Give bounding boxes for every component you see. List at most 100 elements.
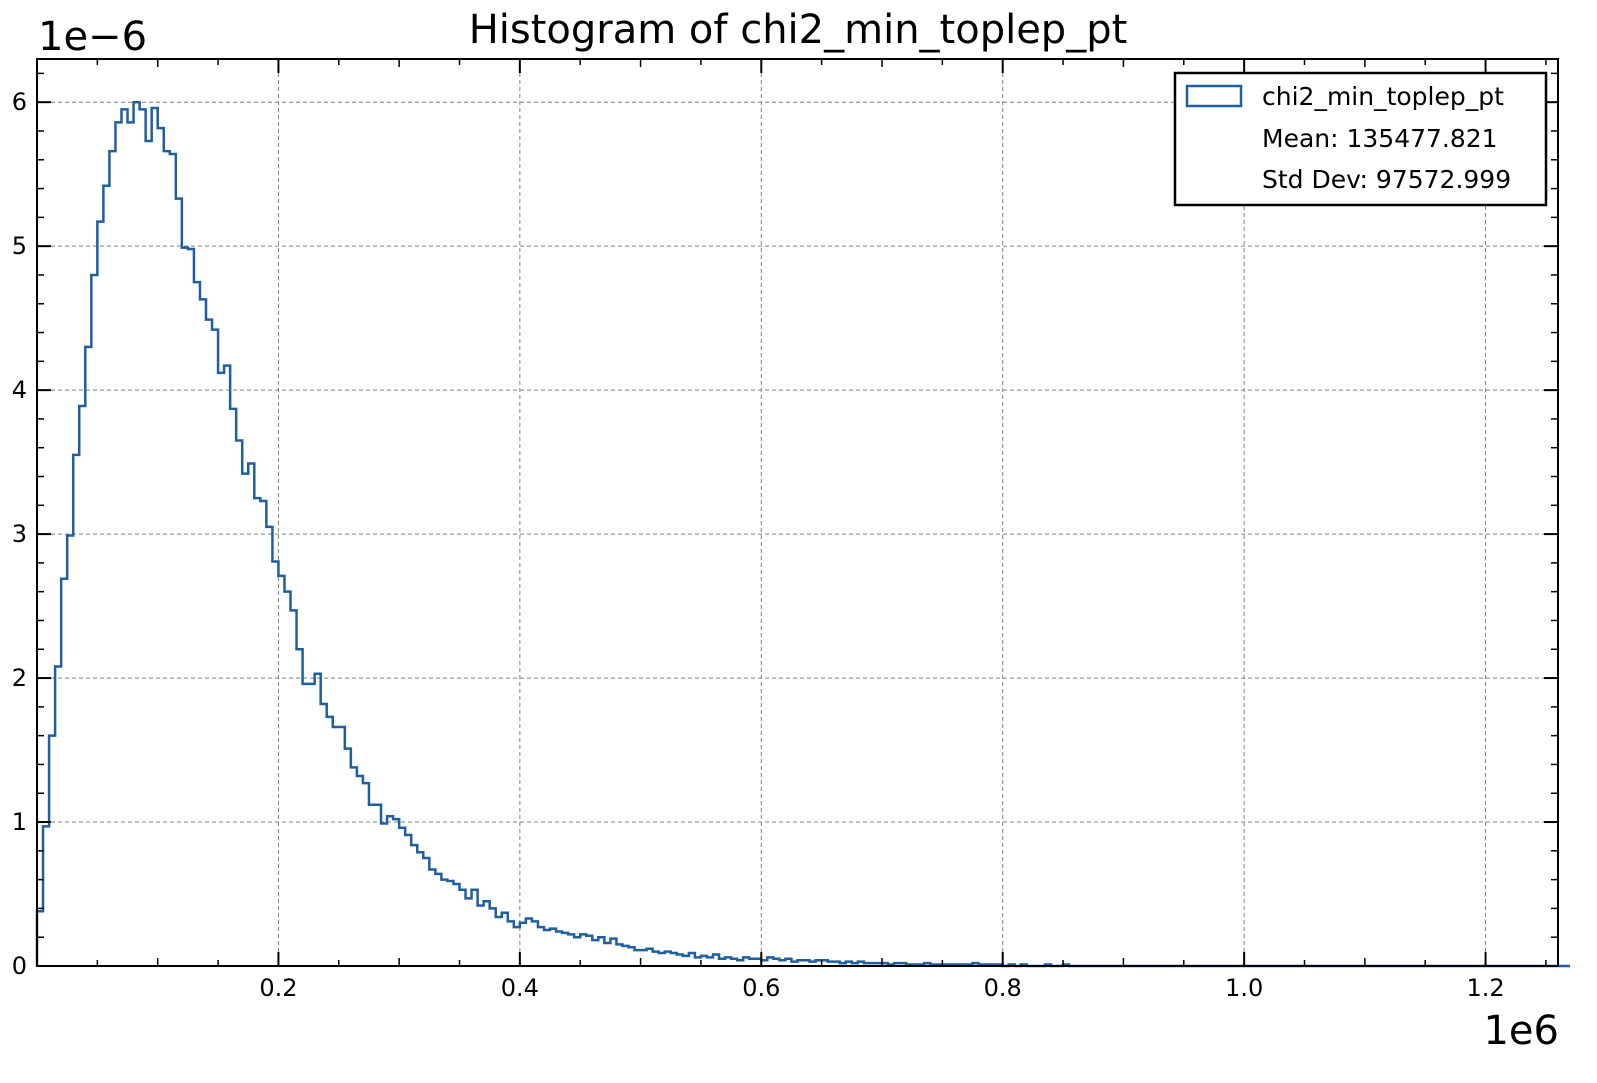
histogram-bin xyxy=(695,957,701,966)
histogram-bin xyxy=(260,501,266,966)
histogram-bin xyxy=(393,819,399,966)
x-tick-label: 0.6 xyxy=(742,974,780,1002)
histogram-bin xyxy=(411,845,417,966)
histogram-bin xyxy=(140,109,146,966)
y-tick-label: 3 xyxy=(12,520,27,548)
histogram-bin xyxy=(441,880,447,966)
histogram-bin xyxy=(200,299,206,966)
histogram-bin xyxy=(297,649,303,966)
histogram-bin xyxy=(604,943,610,966)
histogram-bin xyxy=(375,805,381,966)
histogram-bin xyxy=(622,946,628,966)
histogram-bin xyxy=(689,953,695,966)
axis-ticks: 0.2 0.4 0.6 0.8 1.0 1.2 0 1 2 3 4 5 6 xyxy=(12,59,1558,1002)
legend-box xyxy=(1173,71,1548,207)
histogram-bin xyxy=(713,954,719,966)
y-tick-label: 4 xyxy=(12,376,27,404)
histogram-bin xyxy=(381,823,387,966)
histogram-bin xyxy=(460,890,466,966)
histogram-bin xyxy=(236,441,242,966)
histogram-bin xyxy=(176,199,182,966)
histogram-bin xyxy=(309,684,315,966)
histogram-bin xyxy=(158,128,164,966)
histogram-bin xyxy=(423,858,429,966)
x-offset-label: 1e6 xyxy=(1483,1008,1559,1054)
histogram-bin xyxy=(61,579,67,966)
histogram-bin xyxy=(405,835,411,966)
y-tick-label: 2 xyxy=(12,664,27,692)
y-tick-label: 5 xyxy=(12,232,27,260)
histogram-bin xyxy=(345,749,351,966)
histogram-bin xyxy=(538,927,544,966)
legend: chi2_min_toplep_pt Mean: 135477.821 Std … xyxy=(1173,71,1548,207)
histogram-bin xyxy=(399,828,405,966)
histogram-bin xyxy=(230,409,236,966)
histogram-bin xyxy=(574,937,580,966)
histogram-bin xyxy=(55,667,61,966)
histogram-bin xyxy=(417,852,423,966)
histogram-bin xyxy=(707,957,713,966)
histogram-bin xyxy=(128,122,134,966)
histogram-bin xyxy=(363,783,369,966)
histogram-bin xyxy=(85,347,91,966)
histogram-bin xyxy=(731,959,737,966)
histogram-bin xyxy=(266,527,272,966)
histogram-bin xyxy=(67,536,73,966)
histogram-bin xyxy=(767,957,773,966)
histogram-bin xyxy=(97,222,103,966)
histogram-bin xyxy=(592,940,598,966)
histogram-bin xyxy=(182,248,188,966)
histogram-bin xyxy=(719,959,725,966)
histogram-bin xyxy=(369,805,375,966)
legend-mean: Mean: 135477.821 xyxy=(1262,124,1498,153)
histogram-bin xyxy=(556,931,562,966)
histogram-bin xyxy=(242,474,248,966)
histogram-bin xyxy=(103,186,109,966)
histogram-bin xyxy=(357,776,363,966)
histogram-bin xyxy=(610,939,616,966)
histogram-bin xyxy=(653,952,659,966)
x-tick-label: 0.4 xyxy=(501,974,539,1002)
histogram-bin xyxy=(218,373,224,966)
histogram-bin xyxy=(743,957,749,966)
x-tick-label: 1.0 xyxy=(1225,974,1263,1002)
histogram-bin xyxy=(496,917,502,966)
histogram-bin xyxy=(502,913,508,966)
chart-title: Histogram of chi2_min_toplep_pt xyxy=(469,7,1128,53)
histogram-bin xyxy=(435,874,441,966)
histogram-bin xyxy=(568,934,574,966)
histogram-bin xyxy=(490,908,496,966)
histogram-bin xyxy=(272,561,278,966)
histogram-bin xyxy=(580,934,586,966)
histogram-bin xyxy=(532,921,538,966)
histogram-bin xyxy=(586,936,592,966)
histogram-bin xyxy=(115,122,121,966)
histogram-bin xyxy=(339,727,345,966)
x-tick-label: 0.8 xyxy=(984,974,1022,1002)
x-tick-label: 0.2 xyxy=(259,974,297,1002)
legend-std-dev: Std Dev: 97572.999 xyxy=(1262,165,1511,194)
legend-series-name: chi2_min_toplep_pt xyxy=(1262,82,1504,111)
histogram-bin xyxy=(321,704,327,966)
histogram-bin xyxy=(641,950,647,966)
histogram-bin xyxy=(254,498,260,966)
histogram-bin xyxy=(333,727,339,966)
histogram-bin xyxy=(73,455,79,966)
histogram-bin xyxy=(152,108,158,966)
histogram-bin xyxy=(701,956,707,966)
histogram-bin xyxy=(303,684,309,966)
histogram-bin xyxy=(224,366,230,966)
y-offset-label: 1e−6 xyxy=(38,14,147,60)
histogram-bin xyxy=(122,109,128,966)
histogram-bin xyxy=(550,929,556,966)
histogram-bin xyxy=(677,954,683,966)
histogram-bin xyxy=(284,592,290,966)
histogram-bin xyxy=(478,906,484,966)
plot-frame xyxy=(36,58,1559,967)
histogram-bin xyxy=(616,944,622,966)
histogram-bin xyxy=(773,959,779,966)
histogram-bin xyxy=(671,953,677,966)
y-tick-label: 6 xyxy=(12,88,27,116)
histogram-bin xyxy=(43,826,49,966)
histogram-bin xyxy=(562,933,568,966)
